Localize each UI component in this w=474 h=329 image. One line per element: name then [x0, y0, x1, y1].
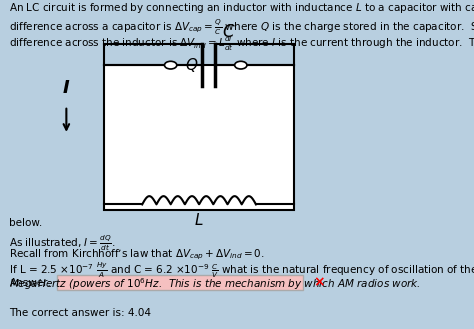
Bar — [57, 275, 303, 290]
Text: Answer:: Answer: — [9, 278, 52, 288]
Circle shape — [235, 61, 247, 69]
Text: The correct answer is: 4.04: The correct answer is: 4.04 — [9, 308, 152, 317]
Bar — [104, 65, 294, 210]
Text: Q: Q — [186, 58, 198, 73]
Circle shape — [164, 61, 177, 69]
Text: L: L — [195, 213, 203, 228]
Text: An LC circuit is formed by connecting an inductor with inductance $L$ to a capac: An LC circuit is formed by connecting an… — [9, 2, 474, 15]
Text: C: C — [222, 23, 234, 41]
Text: MegaHertz (powers of $10^6$Hz.  This is the mechanism by which AM radios work.: MegaHertz (powers of $10^6$Hz. This is t… — [9, 276, 421, 292]
Text: difference across the inductor is $\Delta V_{ind} = L\frac{dI}{dt}$ where $I$ is: difference across the inductor is $\Delt… — [9, 34, 474, 53]
Text: Recall from Kirchhoff’s law that $\Delta V_{cap} + \Delta V_{ind} = 0$.: Recall from Kirchhoff’s law that $\Delta… — [9, 247, 265, 262]
Text: I: I — [63, 79, 70, 97]
Text: difference across a capacitor is $\Delta V_{cap} = \frac{Q}{C}$ where $Q$ is the: difference across a capacitor is $\Delta… — [9, 18, 474, 37]
Text: If L = 2.5 ×10$^{-7}$ $\frac{Hy}{A}$ and C = 6.2 ×10$^{-9}$ $\frac{C}{V}$ what i: If L = 2.5 ×10$^{-7}$ $\frac{Hy}{A}$ and… — [9, 261, 474, 280]
Text: As illustrated, $I = \frac{dQ}{dt}$.: As illustrated, $I = \frac{dQ}{dt}$. — [9, 234, 116, 253]
Text: below.: below. — [9, 218, 43, 228]
Text: ×: × — [313, 276, 325, 290]
